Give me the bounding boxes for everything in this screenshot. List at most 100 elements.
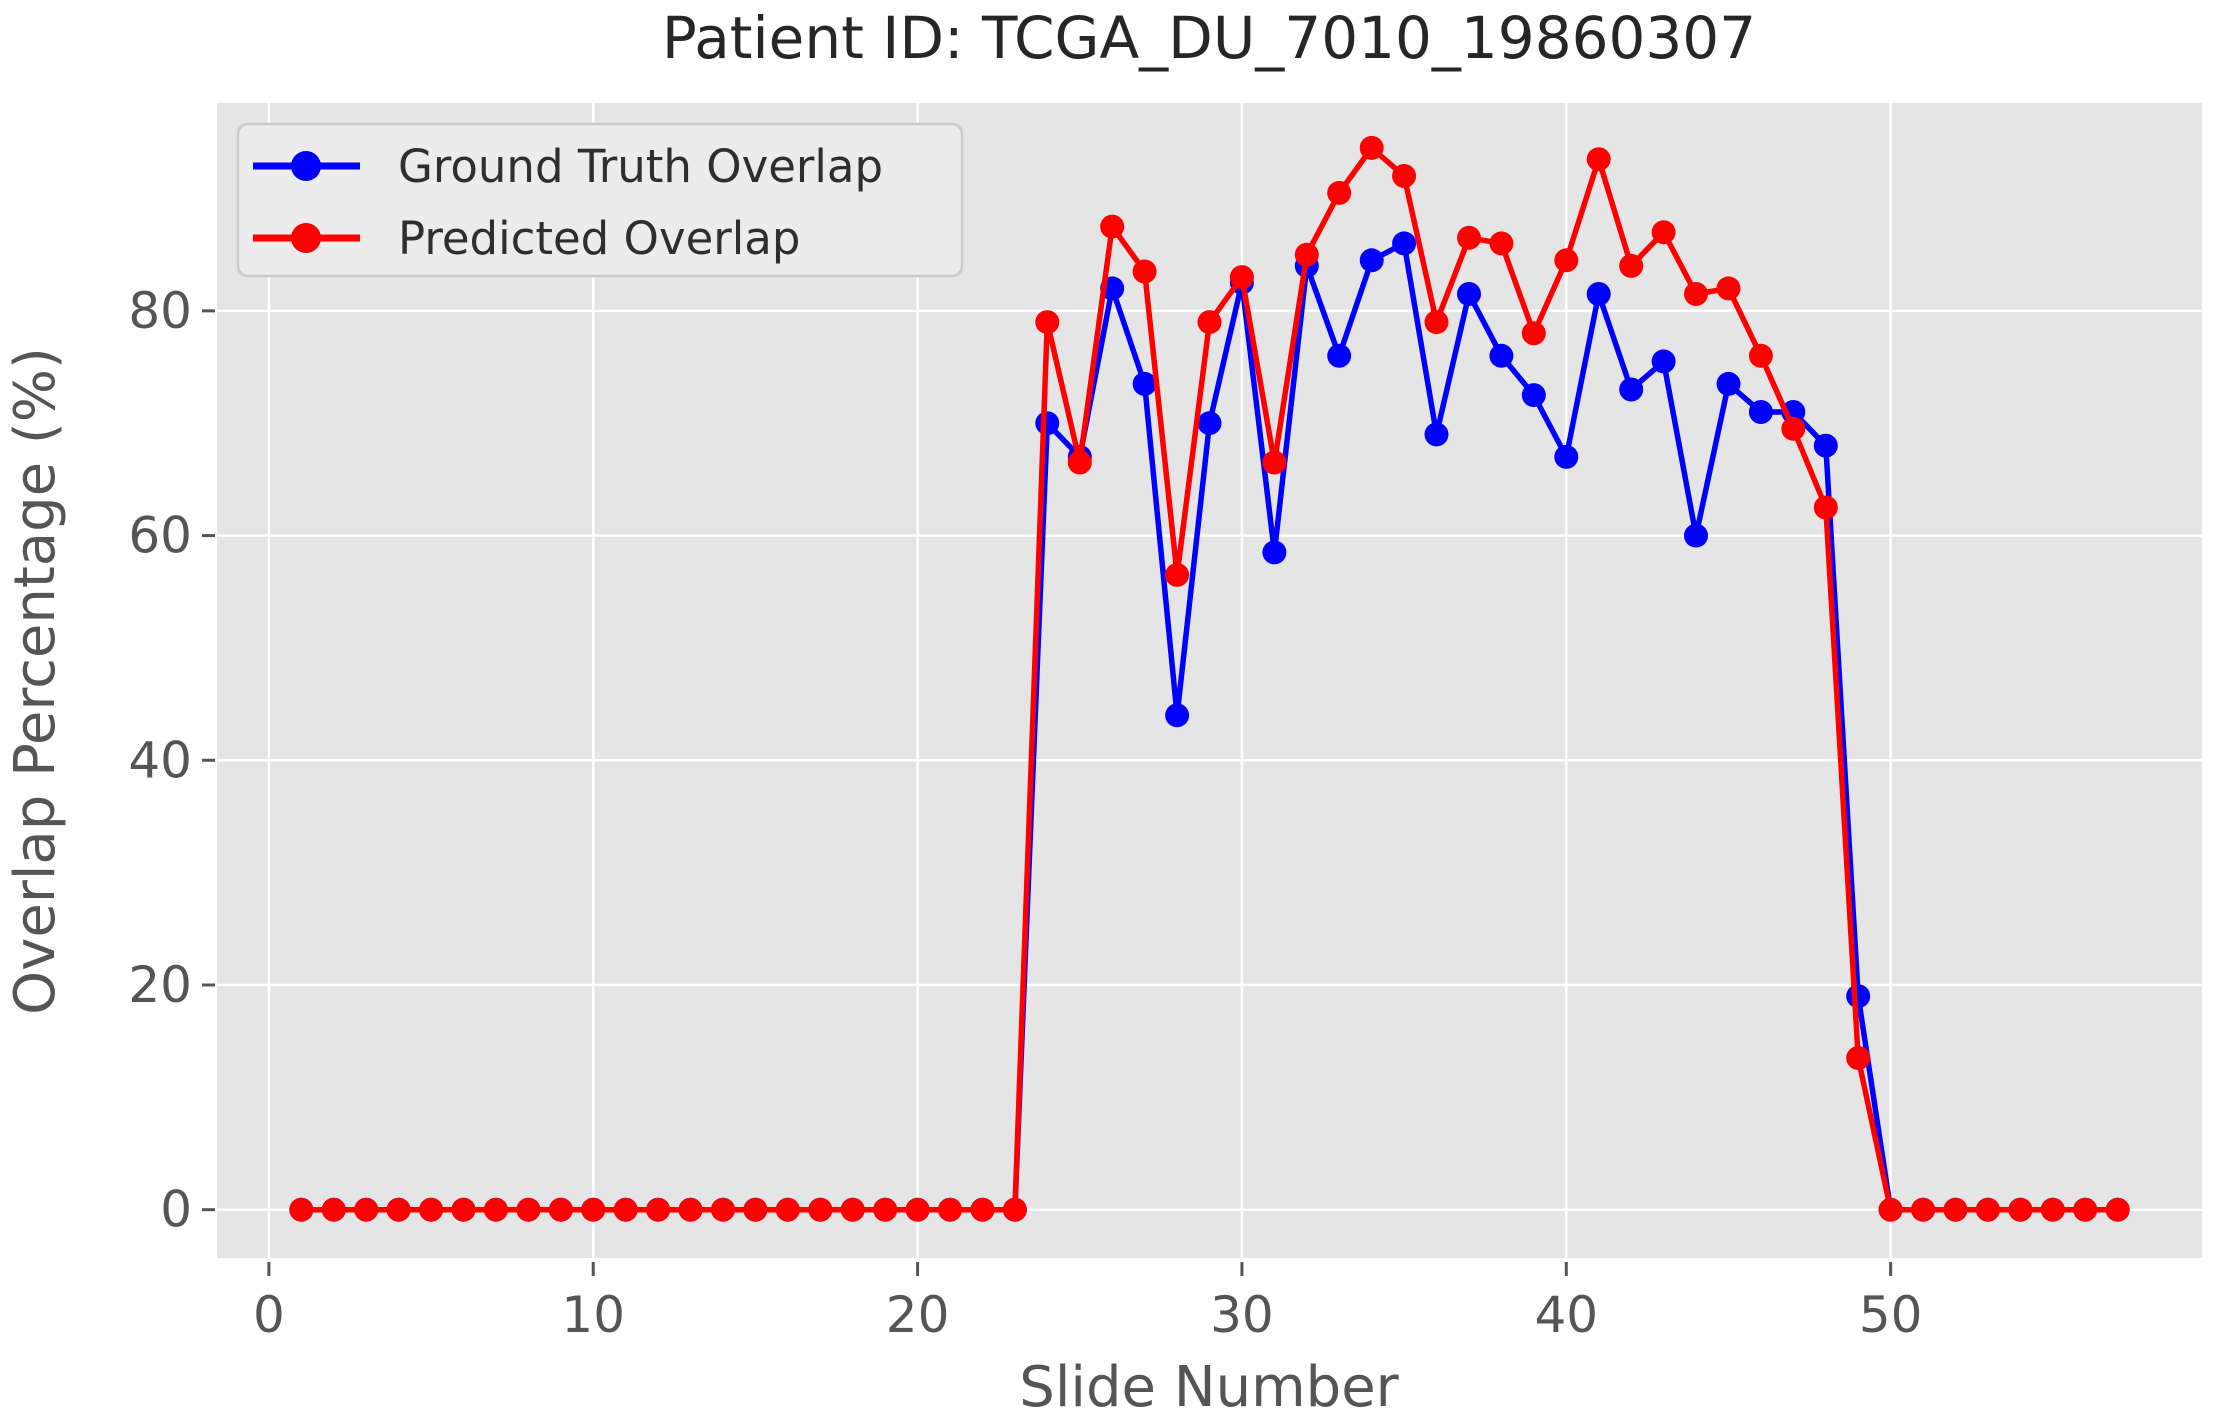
predicted-overlap-marker (1586, 147, 1611, 172)
chart-title: Patient ID: TCGA_DU_7010_19860307 (662, 4, 1756, 72)
x-tick-label: 10 (561, 1286, 625, 1344)
y-axis-label: Overlap Percentage (%) (3, 347, 68, 1015)
ground-truth-overlap-marker (1586, 282, 1611, 306)
legend: Ground Truth Overlap Predicted Overlap (236, 122, 964, 278)
predicted-overlap-marker (873, 1197, 898, 1222)
legend-label-ground-truth: Ground Truth Overlap (398, 140, 883, 193)
predicted-overlap-marker (1262, 450, 1287, 475)
predicted-overlap-marker (289, 1197, 314, 1222)
ground-truth-overlap-marker (1424, 422, 1449, 447)
predicted-overlap-marker (613, 1197, 638, 1222)
x-tick-label: 30 (1210, 1286, 1274, 1344)
predicted-overlap-marker (2008, 1197, 2033, 1222)
predicted-overlap-marker (1327, 180, 1352, 205)
predicted-overlap-marker (1359, 135, 1384, 160)
ground-truth-overlap-marker (1813, 433, 1838, 458)
y-tick-label: 80 (128, 282, 192, 340)
y-tick-label: 40 (128, 731, 192, 789)
predicted-overlap-marker (938, 1197, 962, 1222)
predicted-overlap-marker (1521, 321, 1546, 346)
x-tick-label: 20 (886, 1286, 950, 1344)
predicted-overlap-marker (2073, 1197, 2098, 1222)
legend-item-ground-truth: Ground Truth Overlap (253, 140, 883, 193)
predicted-overlap-marker (451, 1197, 476, 1222)
x-tick-label: 40 (1534, 1286, 1598, 1344)
predicted-overlap-marker (970, 1197, 995, 1222)
predicted-overlap-marker (1002, 1197, 1027, 1222)
predicted-overlap-marker (1132, 259, 1157, 284)
predicted-overlap-marker (678, 1197, 703, 1222)
ground-truth-overlap-marker (1359, 248, 1384, 273)
predicted-overlap-marker (548, 1197, 573, 1222)
predicted-overlap-marker (1424, 310, 1449, 335)
predicted-overlap-marker (1229, 265, 1254, 290)
x-tick-label: 50 (1859, 1286, 1923, 1344)
ground-truth-overlap-marker (1132, 371, 1157, 396)
predicted-overlap-marker (1197, 310, 1222, 335)
ground-truth-overlap-marker (1521, 383, 1546, 408)
ground-truth-overlap-marker (1651, 349, 1676, 374)
ground-truth-overlap-marker (1619, 377, 1644, 402)
predicted-overlap-marker (1392, 164, 1417, 188)
predicted-overlap-marker (1067, 450, 1092, 475)
predicted-overlap-marker (1684, 282, 1708, 306)
ground-truth-overlap-marker (1846, 984, 1871, 1009)
ground-truth-overlap-marker (1457, 282, 1481, 306)
legend-marker-ground-truth (291, 151, 321, 181)
predicted-overlap-marker (1651, 220, 1676, 245)
predicted-overlap-marker (905, 1197, 930, 1222)
predicted-overlap-marker (1943, 1197, 1968, 1222)
predicted-overlap-marker (1100, 214, 1125, 239)
predicted-overlap-marker (1035, 310, 1060, 335)
y-tick-label: 20 (128, 956, 192, 1014)
predicted-overlap-marker (808, 1197, 833, 1222)
predicted-overlap-marker (840, 1197, 865, 1222)
predicted-overlap-marker (1294, 242, 1319, 267)
ground-truth-overlap-marker (1489, 343, 1514, 368)
y-tick-label: 0 (160, 1181, 192, 1239)
predicted-overlap-marker (1878, 1197, 1903, 1222)
predicted-overlap-marker (581, 1197, 606, 1222)
predicted-overlap-marker (1165, 562, 1190, 587)
predicted-overlap-marker (386, 1197, 411, 1222)
legend-label-predicted: Predicted Overlap (398, 212, 800, 265)
predicted-overlap-marker (1781, 416, 1806, 441)
legend-item-predicted: Predicted Overlap (253, 212, 800, 265)
predicted-overlap-marker (1554, 248, 1579, 273)
predicted-overlap-marker (1489, 231, 1514, 256)
legend-marker-predicted (291, 223, 321, 253)
predicted-overlap-marker (1975, 1197, 2000, 1222)
predicted-overlap-marker (354, 1197, 379, 1222)
ground-truth-overlap-marker (1392, 231, 1417, 256)
ground-truth-overlap-marker (1684, 523, 1708, 548)
x-axis-label: Slide Number (1019, 1355, 1399, 1420)
predicted-overlap-marker (1748, 343, 1773, 368)
ground-truth-overlap-marker (1748, 400, 1773, 424)
plot-layer: 0 10 20 30 40 50 0 20 40 60 80 (128, 103, 2202, 1344)
ground-truth-overlap-marker (1716, 371, 1741, 396)
predicted-overlap-marker (711, 1197, 735, 1222)
predicted-overlap-marker (1911, 1197, 1936, 1222)
y-tick-label: 60 (128, 507, 192, 565)
predicted-overlap-marker (516, 1197, 541, 1222)
predicted-overlap-marker (646, 1197, 671, 1222)
predicted-overlap-marker (321, 1197, 346, 1222)
ground-truth-overlap-marker (1327, 343, 1352, 368)
ground-truth-overlap-marker (1262, 540, 1287, 565)
predicted-overlap-marker (1457, 225, 1481, 250)
legend-box (236, 122, 964, 278)
predicted-overlap-marker (1813, 495, 1838, 520)
predicted-overlap-marker (1716, 276, 1741, 301)
predicted-overlap-marker (419, 1197, 444, 1222)
predicted-overlap-marker (483, 1197, 508, 1222)
predicted-overlap-marker (2105, 1197, 2130, 1222)
ground-truth-overlap-marker (1035, 411, 1060, 436)
predicted-overlap-marker (775, 1197, 800, 1222)
predicted-overlap-marker (2040, 1197, 2065, 1222)
predicted-overlap-marker (1619, 253, 1644, 278)
predicted-overlap-marker (743, 1197, 768, 1222)
ground-truth-overlap-marker (1554, 444, 1579, 469)
ground-truth-overlap-marker (1197, 411, 1222, 436)
